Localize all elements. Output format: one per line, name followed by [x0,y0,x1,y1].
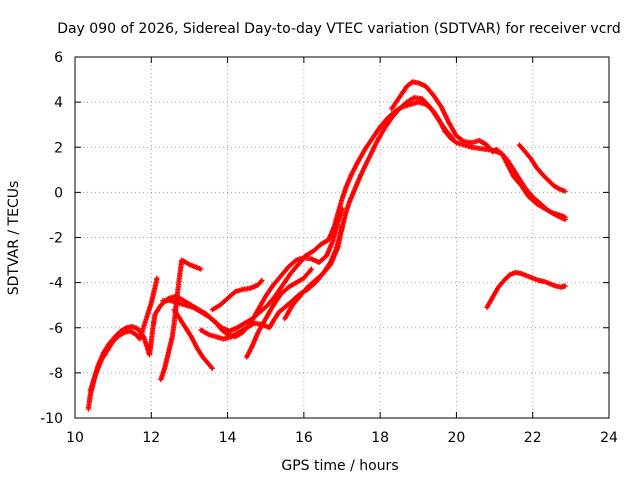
data-point [450,135,456,141]
series-track-5 [198,95,456,342]
x-tick-label: 20 [448,430,466,446]
x-tick-label: 22 [524,430,542,446]
series-track-10 [388,79,568,220]
y-tick-label: -6 [49,321,63,337]
series-track-4 [171,307,215,371]
data-points [85,79,568,412]
data-point [562,214,568,220]
data-point [209,365,215,371]
y-tick-label: 4 [54,95,63,111]
x-tick-label: 24 [600,430,618,446]
data-point [198,266,204,272]
chart-title: Day 090 of 2026, Sidereal Day-to-day VTE… [57,21,621,37]
y-tick-label: -2 [49,231,63,247]
x-tick-label: 10 [66,430,84,446]
x-axis-label: GPS time / hours [281,458,398,474]
x-tick-label: 12 [142,430,160,446]
y-tick-label: 0 [54,185,63,201]
series-track-11 [516,142,568,194]
x-tick-label: 16 [295,430,313,446]
y-tick-label: -10 [40,411,63,427]
y-tick-label: 2 [54,140,63,156]
y-axis-label: SDTVAR / TECUs [6,181,22,296]
x-tick-label: 18 [371,430,389,446]
y-tick-label: -8 [49,366,63,382]
y-tick-label: -4 [49,276,63,292]
data-point [259,277,265,283]
data-point [339,223,345,229]
x-tick-label: 14 [219,430,237,446]
series-track-7 [244,266,315,360]
data-point [339,205,345,211]
data-point [308,266,315,272]
series-track-2 [87,275,160,394]
data-point [154,275,160,281]
series-track-8 [209,277,265,313]
data-point [562,283,568,289]
series-track-12 [484,269,568,311]
data-point [562,188,568,194]
y-tick-label: 6 [54,50,63,66]
series-track-6 [160,205,345,340]
series-track-9 [282,223,345,322]
